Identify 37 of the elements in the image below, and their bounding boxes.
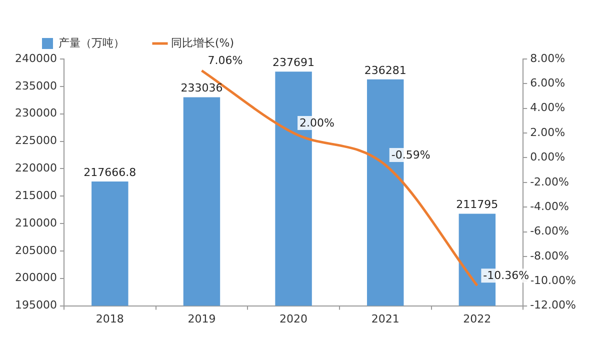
y-tick-label: 230000: [14, 106, 57, 120]
y2-tick-label: 6.00%: [530, 76, 566, 90]
y-tick-label: 200000: [14, 271, 57, 284]
x-tick-label: 2022: [463, 312, 492, 326]
y2-tick-label: 2.00%: [530, 126, 566, 139]
data-label: 233036: [180, 82, 223, 95]
y-tick-label: 210000: [14, 216, 57, 230]
x-tick-label: 2021: [371, 312, 400, 326]
data-label: 211795: [456, 198, 498, 212]
y-tick-label: 205000: [14, 244, 57, 257]
y2-tick-label: -4.00%: [530, 200, 570, 213]
y2-tick-label: 8.00%: [530, 52, 566, 65]
y-tick-label: 240000: [14, 52, 57, 65]
y2-tick-label: -8.00%: [530, 249, 570, 262]
data-label: 237691: [272, 56, 315, 70]
y-tick-label: 195000: [14, 298, 57, 312]
x-tick-label: 2020: [280, 312, 308, 326]
y2-tick-label: 4.00%: [530, 101, 566, 114]
y2-tick-label: -10.00%: [530, 274, 576, 287]
y-tick-label: 220000: [14, 162, 57, 175]
y2-tick-label: -12.00%: [530, 298, 576, 312]
data-label: 217666.8: [84, 166, 136, 179]
data-label: 236281: [364, 64, 406, 77]
y2-tick-label: 0.00%: [530, 150, 566, 164]
data-label: 2.00%: [300, 116, 334, 130]
data-label: -10.36%: [483, 268, 530, 282]
y-tick-label: 235000: [14, 79, 57, 92]
y-tick-label: 215000: [14, 188, 57, 202]
y2-tick-label: -2.00%: [530, 175, 570, 188]
data-label: 7.06%: [208, 54, 243, 67]
data-label: -0.59%: [391, 148, 430, 162]
y2-tick-label: -6.00%: [530, 224, 570, 238]
x-tick-label: 2019: [188, 312, 216, 326]
legend-label: 产量（万吨）: [58, 36, 124, 50]
y-tick-label: 225000: [14, 134, 57, 148]
x-tick-label: 2018: [96, 312, 124, 326]
legend-label: 同比增长(%): [171, 36, 234, 50]
